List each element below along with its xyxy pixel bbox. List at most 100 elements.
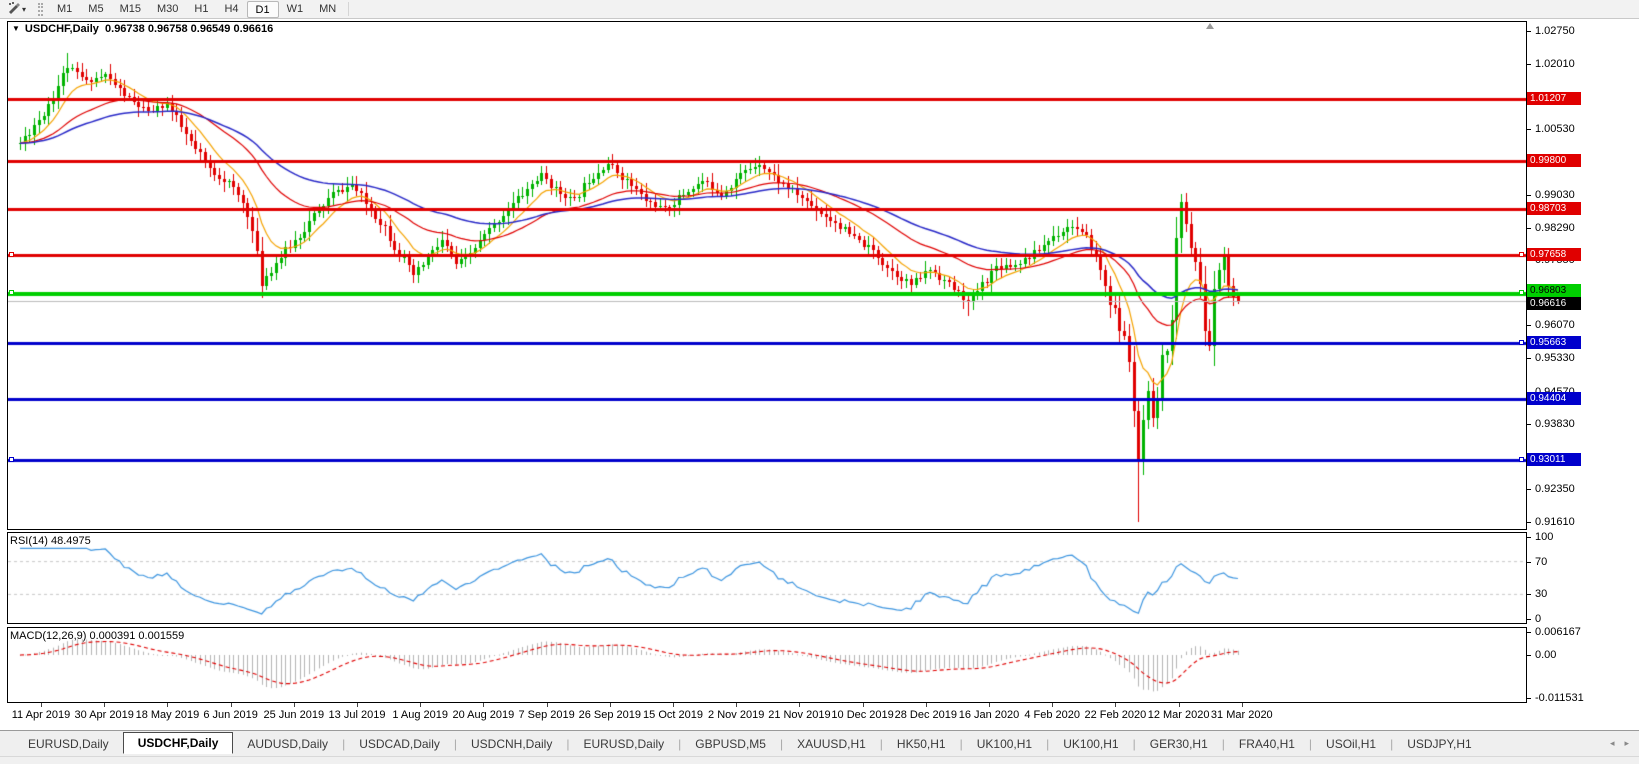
chart-tab-uk100-h1[interactable]: UK100,H1 [1063,736,1119,751]
date-axis-tick [104,703,106,707]
date-axis-tick [736,703,738,707]
chevron-down-icon: ▾ [22,4,27,14]
chart-menu-icon[interactable]: ▼ [12,24,20,33]
chart-tab-usdcad-daily[interactable]: USDCAD,Daily [359,736,440,751]
main-chart-canvas[interactable] [8,22,1526,529]
date-axis-tick [925,703,927,707]
macd-canvas[interactable] [8,628,1526,702]
date-axis-tick [1178,703,1180,707]
timeframe-button-m1[interactable]: M1 [57,2,73,15]
hline-handle[interactable] [1519,290,1524,295]
hline-price-label: 0.93011 [1527,453,1581,466]
price-axis[interactable]: 1.027501.020101.005300.990300.982900.975… [1527,19,1639,730]
tab-scroll-right-icon[interactable]: ▸ [1624,738,1629,748]
hline-handle[interactable] [9,252,14,257]
chart-tab-hk50-h1[interactable]: HK50,H1 [896,736,946,751]
hline-handle[interactable] [1519,457,1524,462]
price-axis-tick [1527,228,1531,229]
chart-tab-usoil-h1[interactable]: USOil,H1 [1326,736,1377,751]
date-axis-tick [862,703,864,707]
date-axis-label: 25 Jun 2019 [263,709,325,721]
date-axis-label: 22 Feb 2020 [1084,709,1147,721]
date-axis-label: 18 May 2019 [135,709,200,721]
date-axis-label: 28 Dec 2019 [894,709,957,721]
main-chart-pane[interactable] [7,21,1527,530]
rsi-axis-label: 70 [1535,555,1548,568]
date-axis-label: 21 Nov 2019 [768,709,831,721]
chart-tab-uk100-h1[interactable]: UK100,H1 [976,736,1033,751]
chart-tab-ger30-h1[interactable]: GER30,H1 [1149,736,1208,751]
tab-separator: | [1308,736,1313,751]
price-axis-tick [1527,522,1531,523]
date-axis-tick [293,703,295,707]
date-axis-tick [230,703,232,707]
chart-tab-bar: EURUSD,Daily USDCHF,Daily AUDUSD,Daily | USD… [0,730,1639,756]
chart-tab-usdchf-daily[interactable]: USDCHF,Daily [122,731,234,754]
timeframe-button-mn[interactable]: MN [319,2,337,15]
price-axis-tick [1527,31,1531,32]
timeframe-button-w1[interactable]: W1 [286,2,304,15]
cursor-draw-icon [7,1,20,17]
date-axis-label: 7 Sep 2019 [518,709,575,721]
chart-shift-marker[interactable] [1206,23,1214,29]
chart-window: ▼ USDCHF,Daily 0.96738 0.96758 0.96549 0.… [0,19,1639,730]
chart-tab-usdcnh-daily[interactable]: USDCNH,Daily [471,736,553,751]
chart-tab-audusd-daily[interactable]: AUDUSD,Daily [247,736,329,751]
price-axis-tick [1527,594,1531,595]
timeframe-button-h1[interactable]: H1 [194,2,209,15]
price-axis-label: 1.02010 [1535,57,1575,70]
price-axis-label: 0.96070 [1535,319,1575,332]
tab-separator: | [453,736,457,751]
timeframe-button-m15[interactable]: M15 [119,2,141,15]
chart-tab-fra40-h1[interactable]: FRA40,H1 [1238,736,1295,751]
date-axis-tick [989,703,990,707]
date-axis-tick [1241,703,1243,707]
hline-handle[interactable] [1519,340,1524,345]
date-axis-label: 6 Jun 2019 [203,709,258,721]
status-strip [0,756,1639,764]
chart-tab-gbpusd-m5[interactable]: GBPUSD,M5 [695,736,766,751]
date-axis-label: 20 Aug 2019 [452,709,515,721]
price-axis-label: 0.93830 [1535,418,1575,431]
chart-tab-xauusd-h1[interactable]: XAUUSD,H1 [797,736,866,751]
price-axis-tick [1527,489,1531,490]
tab-separator: | [1221,736,1225,751]
hline-handle[interactable] [9,457,14,462]
cursor-tool-button[interactable]: ▾ [3,0,30,18]
chart-tab-usdjpy-h1[interactable]: USDJPY,H1 [1407,736,1472,751]
date-axis-tick [799,703,801,707]
chart-tab-eurusd-daily[interactable]: EURUSD,Daily [583,736,665,751]
tab-separator: | [566,736,570,751]
rsi-canvas[interactable] [8,533,1526,623]
macd-label: MACD(12,26,9) 0.000391 0.001559 [10,630,185,642]
date-axis-label: 30 Apr 2019 [74,709,134,721]
macd-pane[interactable] [7,627,1527,703]
toolbar-grip[interactable] [38,2,44,16]
date-axis-tick [483,703,485,707]
timeframe-button-d1[interactable]: D1 [246,0,279,18]
chart-symbol-period: USDCHF,Daily [24,23,99,35]
hline-handle[interactable] [9,290,14,295]
timeframe-button-m5[interactable]: M5 [88,2,104,15]
tab-separator: | [1390,736,1394,751]
timeframe-button-h4[interactable]: H4 [224,2,239,15]
tab-scroll-left-icon[interactable]: ◂ [1609,738,1615,748]
rsi-axis-label: 0 [1535,613,1542,625]
tab-separator: | [879,736,883,751]
macd-axis-label: 0.006167 [1535,626,1581,638]
date-axis-tick [609,703,611,707]
date-axis[interactable]: 11 Apr 2019 30 Apr 2019 18 May 2019 6 Jun 2… [0,703,1639,730]
price-axis-tick [1527,424,1531,425]
chart-tab-eurusd-daily[interactable]: EURUSD,Daily [28,736,109,751]
tab-separator: | [342,736,346,751]
rsi-axis-label: 100 [1535,531,1554,543]
hline-price-label: 0.98703 [1527,202,1581,215]
hline-handle[interactable] [1519,252,1524,257]
date-axis-label: 13 Jul 2019 [328,709,386,721]
tab-separator: | [1046,736,1050,751]
timeframe-button-m30[interactable]: M30 [156,2,179,15]
rsi-pane[interactable] [7,532,1527,624]
rsi-axis-label: 30 [1535,588,1548,601]
hline-price-label: 1.01207 [1527,92,1581,105]
price-axis-tick [1527,129,1531,130]
